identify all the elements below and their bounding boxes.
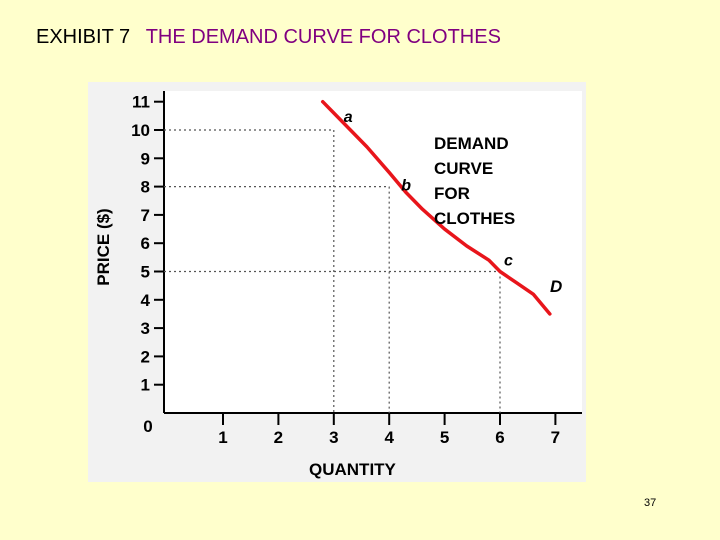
curve-label-line: DEMAND: [434, 134, 509, 153]
y-tick-label: 9: [141, 149, 150, 168]
y-tick-label: 10: [131, 121, 150, 140]
y-tick-label: 1: [141, 376, 150, 395]
x-tick-label: 6: [495, 428, 504, 447]
curve-label-line: CLOTHES: [434, 209, 515, 228]
x-tick-label: 3: [329, 428, 338, 447]
y-tick-label: 3: [141, 319, 150, 338]
curve-label-line: CURVE: [434, 159, 493, 178]
x-tick-label: 5: [440, 428, 449, 447]
x-tick-label: 4: [384, 428, 394, 447]
x-tick-label: 1: [218, 428, 227, 447]
point-label-b: b: [401, 178, 411, 195]
chart-title: THE DEMAND CURVE FOR CLOTHES: [145, 26, 501, 48]
y-tick-label: 4: [141, 291, 151, 310]
x-tick-label: 2: [274, 428, 283, 447]
y-axis-label: PRICE ($): [94, 208, 113, 285]
y-tick-label: 2: [141, 347, 150, 366]
curve-label-line: FOR: [434, 184, 470, 203]
y-tick-label: 8: [141, 178, 150, 197]
demand-curve: [320, 99, 552, 316]
curve-end-label: D: [550, 277, 562, 296]
page-number: 37: [644, 497, 657, 509]
origin-label: 0: [143, 417, 152, 436]
plot-area: [164, 91, 582, 413]
y-tick-label: 5: [141, 263, 150, 282]
x-axis-label: QUANTITY: [309, 460, 397, 479]
x-tick-label: 7: [551, 428, 560, 447]
chart-frame: 1 2 3 4 5 6 7 8 9 10 11 1 2 3 4 5 6 7 0 QUANTITY PRICE ($) a b…: [88, 82, 586, 482]
y-tick-label: 7: [141, 206, 150, 225]
y-tick-label: 11: [132, 93, 150, 112]
point-label-c: c: [504, 253, 513, 270]
slide-title: EXHIBIT 7 THE DEMAND CURVE FOR CLOTHES: [36, 26, 501, 49]
y-tick-label: 6: [141, 234, 150, 253]
exhibit-label: EXHIBIT 7: [36, 26, 131, 48]
point-label-a: a: [344, 109, 353, 126]
